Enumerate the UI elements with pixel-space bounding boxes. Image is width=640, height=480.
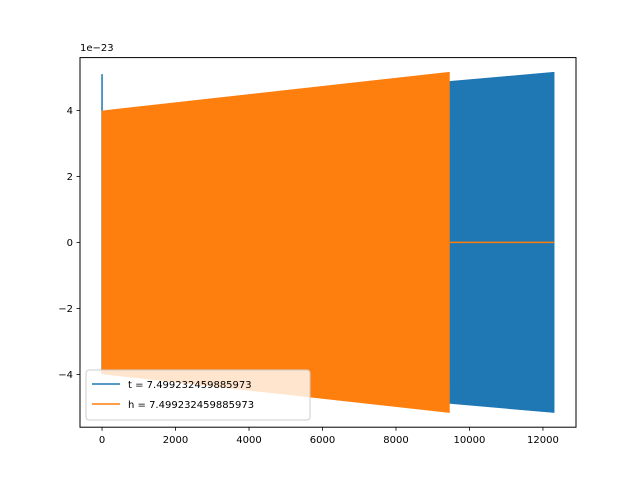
series-h-envelope (101, 71, 450, 413)
y-tick-label: 2 (67, 172, 73, 183)
plot-area (101, 71, 555, 413)
y-tick-label: −4 (58, 370, 73, 381)
x-tick-label: 4000 (236, 435, 261, 446)
y-tick-label: −2 (58, 304, 73, 315)
x-axis: 0 2000 4000 6000 8000 10000 12000 (99, 427, 559, 446)
y-tick-label: 0 (67, 238, 73, 249)
legend: t = 7.499232459885973 h = 7.4992324598859… (85, 369, 311, 421)
x-tick-label: 12000 (527, 435, 559, 446)
x-tick-label: 10000 (454, 435, 486, 446)
y-offset-label: 1e−23 (80, 43, 114, 54)
x-tick-label: 6000 (310, 435, 335, 446)
y-tick-label: 4 (67, 106, 73, 117)
x-tick-label: 0 (99, 435, 105, 446)
legend-label: t = 7.499232459885973 (128, 380, 252, 391)
x-tick-label: 2000 (163, 435, 188, 446)
x-tick-label: 8000 (383, 435, 408, 446)
legend-box (85, 369, 311, 421)
y-axis: −4 −2 0 2 4 (58, 106, 80, 381)
legend-label: h = 7.499232459885973 (128, 400, 254, 411)
